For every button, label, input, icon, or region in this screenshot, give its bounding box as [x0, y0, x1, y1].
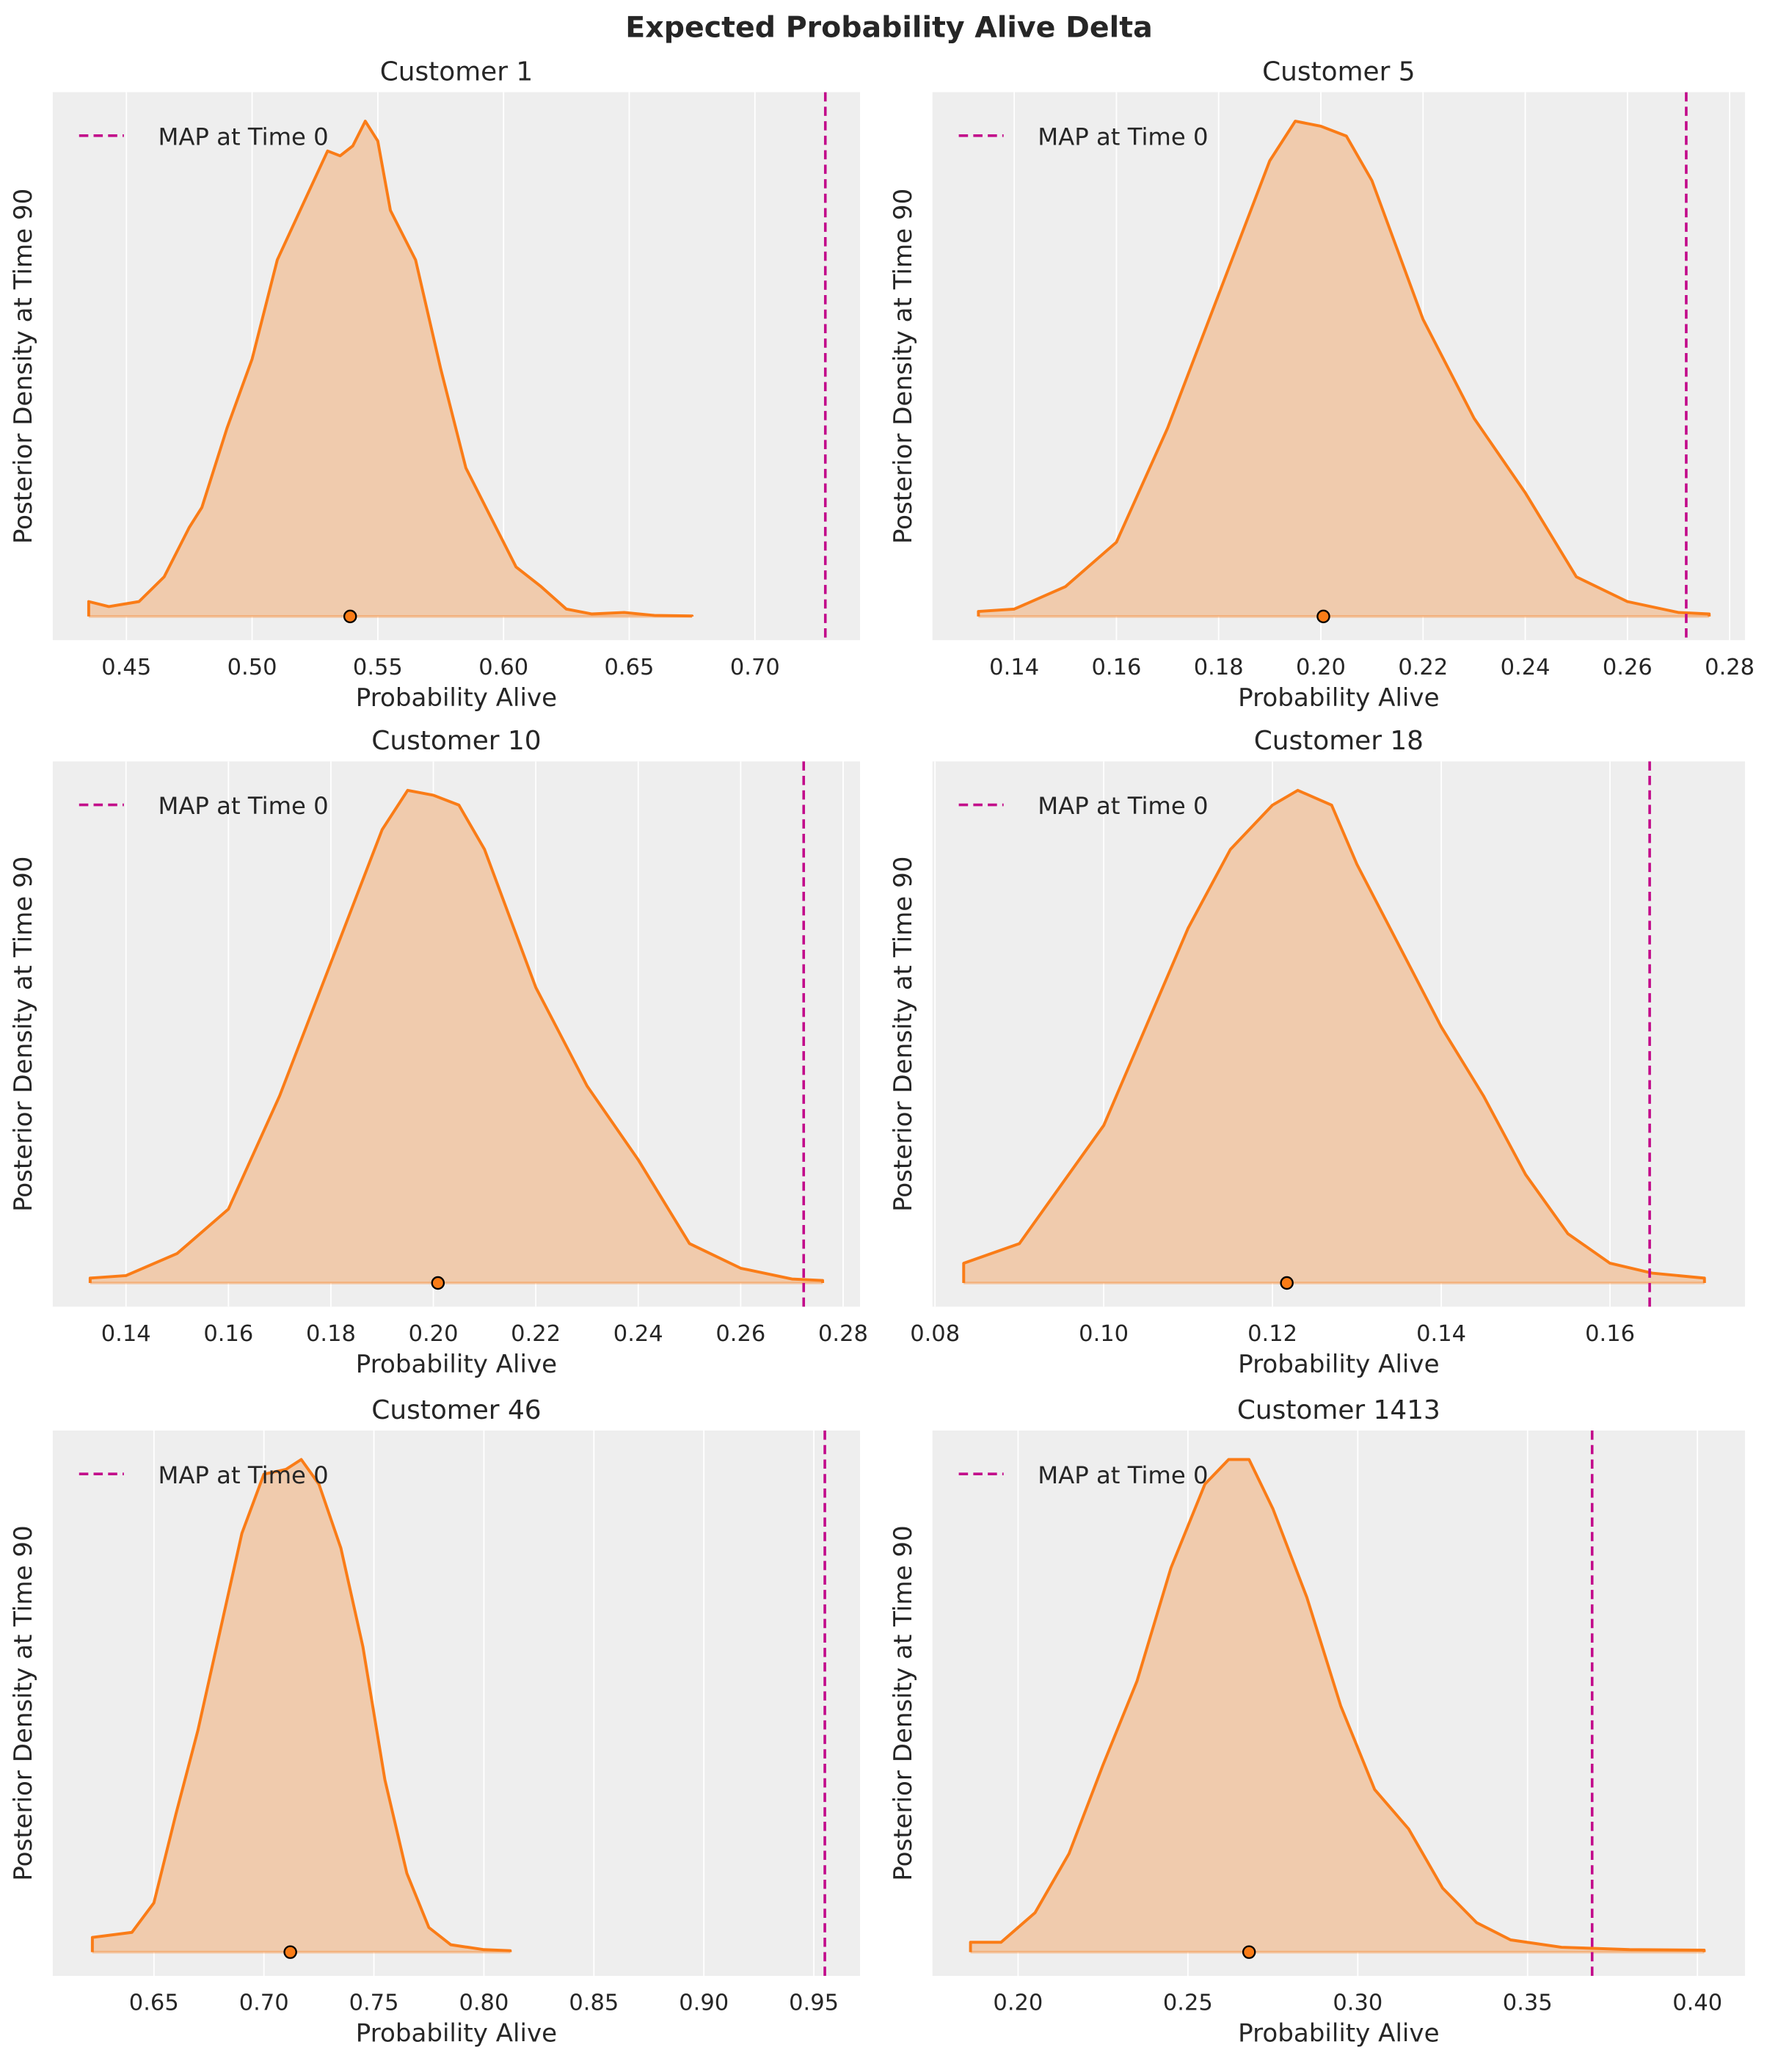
x-tick-label: 0.85 — [569, 1991, 619, 2016]
kde-line — [977, 120, 1711, 617]
x-tick-label: 0.08 — [910, 1321, 960, 1347]
subplot-title: Customer 5 — [1262, 57, 1416, 87]
kde-line — [969, 1458, 1706, 1952]
point-estimate-marker — [1242, 1945, 1256, 1959]
x-axis-label: Probability Alive — [356, 1350, 557, 1379]
kde-fill — [978, 121, 1710, 617]
x-tick-label: 0.70 — [239, 1991, 289, 2016]
x-tick-label: 0.20 — [409, 1321, 459, 1347]
y-axis-label: Posterior Density at Time 90 — [9, 1525, 38, 1880]
x-tick-label: 0.95 — [789, 1991, 839, 2016]
x-tick-label: 0.22 — [511, 1321, 561, 1347]
x-axis-label: Probability Alive — [356, 683, 557, 713]
x-tick-label: 0.65 — [129, 1991, 179, 2016]
x-tick-label: 0.75 — [349, 1991, 399, 2016]
x-tick-label: 0.30 — [1333, 1991, 1382, 2016]
x-tick-label: 0.16 — [203, 1321, 253, 1347]
x-tick-label: 0.14 — [989, 655, 1039, 680]
y-axis-label: Posterior Density at Time 90 — [889, 189, 918, 545]
x-tick-label: 0.25 — [1163, 1991, 1213, 2016]
x-tick-label: 0.26 — [1603, 655, 1653, 680]
kde-line — [962, 788, 1706, 1284]
point-estimate-marker — [1280, 1276, 1294, 1290]
figure-title: Expected Probability Alive Delta — [625, 10, 1152, 44]
kde-fill — [90, 790, 823, 1283]
kde-line — [88, 788, 825, 1284]
point-estimate-marker — [283, 1945, 297, 1959]
x-tick-label: 0.35 — [1503, 1991, 1553, 2016]
y-axis-label: Posterior Density at Time 90 — [889, 1525, 918, 1880]
subplot-1: 0.45 0.50 0.55 0.60 0.65 0.70 Customer 1 Probab… — [9, 57, 861, 713]
subplot-5: 0.65 0.70 0.75 0.80 0.85 0.90 0.95 Customer 46 P… — [9, 1395, 861, 2049]
x-tick-label: 0.28 — [818, 1321, 868, 1347]
x-tick-label: 0.18 — [1194, 655, 1244, 680]
kde-fill — [970, 1459, 1705, 1952]
x-tick-label: 0.14 — [1416, 1321, 1466, 1347]
subplot-3: 0.14 0.16 0.18 0.20 0.22 0.24 0.26 0.28 Customer… — [9, 726, 868, 1379]
x-tick-label: 0.10 — [1079, 1321, 1129, 1347]
x-tick-label: 0.20 — [993, 1991, 1043, 2016]
x-tick-label: 0.65 — [605, 655, 655, 680]
x-tick-label: 0.16 — [1091, 655, 1141, 680]
x-axis-label: Probability Alive — [1238, 683, 1439, 713]
x-tick-label: 0.40 — [1672, 1991, 1722, 2016]
subplot-title: Customer 1 — [380, 57, 533, 87]
x-axis-label: Probability Alive — [1238, 1350, 1439, 1379]
point-estimate-marker — [1316, 609, 1330, 624]
subplot-title: Customer 10 — [371, 726, 541, 756]
y-axis-label: Posterior Density at Time 90 — [889, 857, 918, 1212]
y-axis-label: Posterior Density at Time 90 — [9, 189, 38, 545]
x-tick-label: 0.18 — [306, 1321, 356, 1347]
x-tick-label: 0.24 — [1501, 655, 1551, 680]
x-tick-label: 0.90 — [679, 1991, 729, 2016]
x-tick-label: 0.28 — [1705, 655, 1755, 680]
legend-label: MAP at Time 0 — [158, 792, 328, 820]
x-tick-label: 0.16 — [1585, 1321, 1635, 1347]
subplot-4: 0.08 0.10 0.12 0.14 0.16 Customer 18 Probabili… — [889, 726, 1746, 1379]
x-axis-label: Probability Alive — [1238, 2019, 1439, 2049]
subplot-6: 0.20 0.25 0.30 0.35 0.40 Customer 1413 Probabi… — [889, 1395, 1746, 2049]
x-tick-label: 0.14 — [101, 1321, 151, 1347]
x-tick-label: 0.26 — [715, 1321, 765, 1347]
kde-line — [87, 120, 694, 618]
x-tick-label: 0.80 — [459, 1991, 509, 2016]
subplot-title: Customer 46 — [371, 1395, 541, 1425]
point-estimate-marker — [431, 1276, 445, 1290]
x-tick-label: 0.50 — [227, 655, 277, 680]
y-axis-label: Posterior Density at Time 90 — [9, 857, 38, 1212]
x-tick-label: 0.45 — [101, 655, 151, 680]
kde-line — [90, 1458, 512, 1952]
subplot-title: Customer 18 — [1254, 726, 1424, 756]
legend-label: MAP at Time 0 — [158, 1461, 328, 1489]
kde-fill — [88, 121, 693, 617]
x-tick-label: 0.55 — [353, 655, 403, 680]
x-tick-label: 0.70 — [730, 655, 780, 680]
point-estimate-marker — [343, 609, 357, 624]
legend-label: MAP at Time 0 — [1038, 792, 1208, 820]
x-axis-label: Probability Alive — [356, 2019, 557, 2049]
x-tick-label: 0.24 — [613, 1321, 663, 1347]
legend-label: MAP at Time 0 — [1038, 1461, 1208, 1489]
x-tick-label: 0.60 — [478, 655, 528, 680]
x-tick-label: 0.12 — [1247, 1321, 1297, 1347]
subplot-title: Customer 1413 — [1237, 1395, 1440, 1425]
subplot-2: 0.14 0.16 0.18 0.20 0.22 0.24 0.26 0.28 Customer… — [889, 57, 1755, 712]
legend-label: MAP at Time 0 — [1038, 123, 1208, 150]
x-tick-label: 0.22 — [1398, 655, 1448, 680]
legend-label: MAP at Time 0 — [158, 123, 328, 150]
kde-fill — [92, 1459, 511, 1952]
x-tick-label: 0.20 — [1296, 655, 1346, 680]
kde-fill — [963, 790, 1705, 1283]
